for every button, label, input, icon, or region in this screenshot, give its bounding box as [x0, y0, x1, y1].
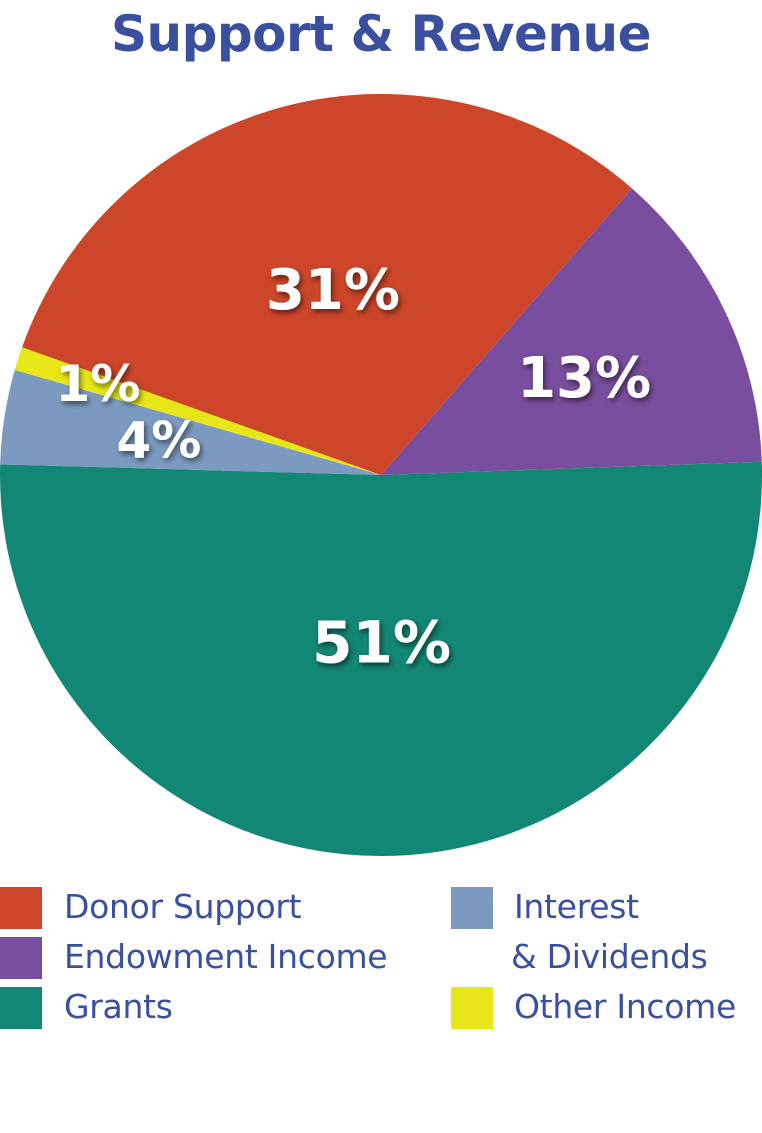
- legend-label-endowment-income: Endowment Income: [64, 937, 388, 976]
- pie-label-interest-dividends: 4%: [116, 412, 201, 470]
- legend-label-grants: Grants: [64, 987, 173, 1026]
- chart-title: Support & Revenue: [110, 5, 652, 63]
- pie-chart: 51% 4%1% 31% 13%: [0, 94, 762, 856]
- pie-slice-donor-support: [22, 94, 632, 475]
- pie-label-donor-support: 31%: [266, 258, 400, 323]
- pie-label-grants: 51%: [312, 609, 451, 677]
- legend-label-interest-line1: Interest: [514, 887, 639, 926]
- legend-swatch-other-income: [451, 987, 493, 1029]
- pie-slice-labels: 51% 4%1% 31% 13%: [56, 258, 652, 676]
- legend-swatch-donor-support: [0, 887, 42, 929]
- pie-slice-other-income: [14, 347, 381, 475]
- pie-label-other-income: 1%: [56, 355, 141, 413]
- pie-slice-interest-dividends: [0, 369, 382, 475]
- pie-slice-grants: [0, 461, 762, 856]
- legend-swatch-interest-dividends: [451, 887, 493, 929]
- legend-label-interest-line2: & Dividends: [511, 937, 708, 976]
- legend-swatch-grants: [0, 987, 42, 1029]
- legend-swatch-endowment-income: [0, 937, 42, 979]
- pie-label-endowment-income: 13%: [517, 346, 651, 411]
- legend-label-donor-support: Donor Support: [64, 887, 302, 926]
- pie-slices: [0, 94, 762, 856]
- legend-label-other-income: Other Income: [514, 987, 737, 1026]
- pie-slice-endowment-income: [381, 188, 762, 475]
